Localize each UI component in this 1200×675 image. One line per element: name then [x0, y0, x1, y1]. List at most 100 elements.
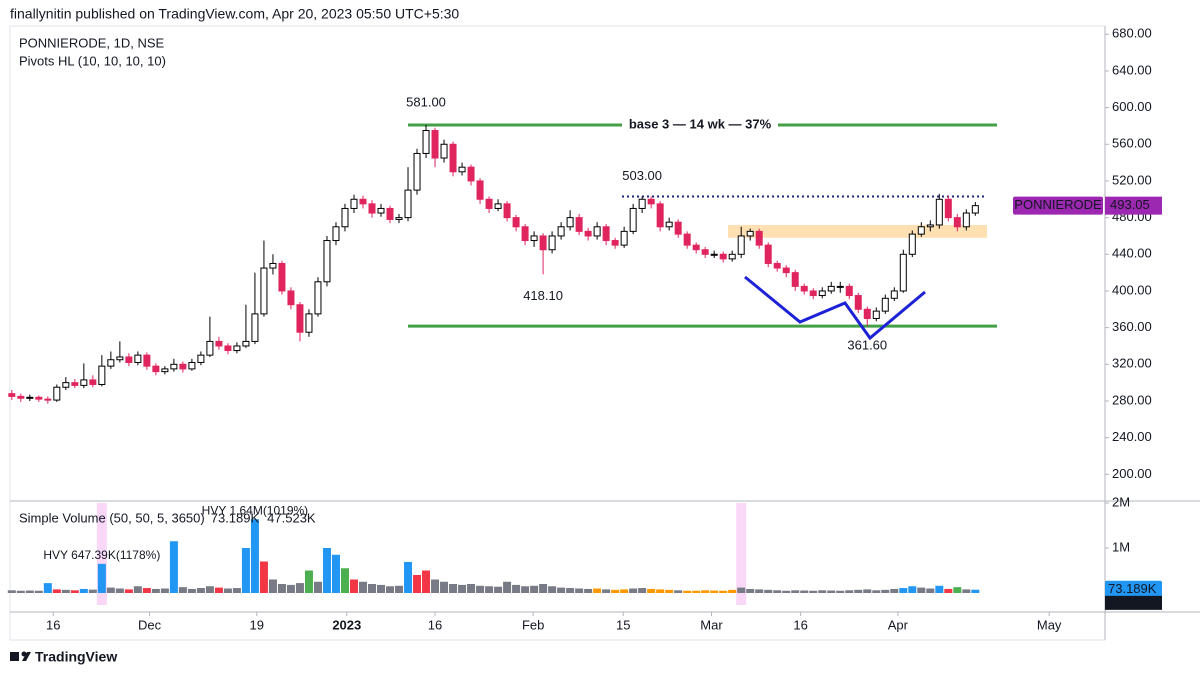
volume-bar — [449, 584, 458, 593]
volume-bar — [908, 586, 917, 593]
volume-bar — [881, 589, 890, 593]
volume-bar — [611, 589, 620, 593]
candle-body — [899, 253, 907, 292]
volume-bar — [16, 590, 25, 593]
volume-bar — [358, 581, 367, 593]
hvy-highlight — [96, 503, 107, 605]
hvy-highlight — [736, 503, 747, 605]
volume-bar — [863, 589, 872, 593]
volume-bar — [322, 548, 331, 593]
base-label-bg — [622, 116, 778, 135]
volume-bar — [764, 589, 773, 593]
volume-bar — [331, 554, 340, 593]
volume-bar — [557, 587, 566, 593]
volume-bar — [602, 589, 611, 593]
volume-bar — [404, 561, 413, 593]
volume-bar — [773, 590, 782, 593]
volume-bar — [944, 588, 953, 593]
candle-body — [620, 230, 628, 246]
candle-body — [584, 230, 592, 237]
volume-bar — [791, 590, 800, 593]
candle-body — [440, 143, 448, 159]
candle-body — [485, 198, 493, 209]
volume-bar — [88, 589, 97, 593]
volume-bar — [755, 589, 764, 593]
hvy-label: HVY 647.39K(1178%) — [43, 548, 160, 562]
pivot-label: 503.00 — [622, 168, 662, 183]
candle-body — [170, 363, 178, 370]
volume-bar — [953, 587, 962, 593]
candle-body — [251, 313, 259, 342]
base-label: base 3 — 14 wk — 37% — [629, 116, 772, 131]
candle-body — [746, 230, 754, 237]
candle-body — [80, 379, 88, 386]
candle-body — [809, 290, 817, 297]
candle-body — [494, 203, 502, 209]
y-tick-label: 600.00 — [1112, 99, 1152, 114]
volume-bar — [187, 588, 196, 593]
candle-body — [350, 198, 358, 209]
volume-bar — [169, 541, 178, 593]
candle-body — [206, 340, 214, 356]
volume-bar — [899, 588, 908, 593]
candle-body — [908, 233, 916, 255]
candle-body — [530, 235, 538, 242]
volume-bar — [530, 585, 539, 593]
volume-bar — [935, 585, 944, 593]
candle-body — [881, 297, 889, 312]
plot: 680.00640.00600.00560.00520.00480.00440.… — [7, 26, 1162, 632]
volume-bar — [656, 589, 665, 593]
y-tick-label: 280.00 — [1112, 392, 1152, 407]
candle-body — [197, 354, 205, 363]
candle-body — [161, 368, 169, 373]
x-tick-label: 16 — [46, 617, 60, 632]
footer-brand: TradingView — [35, 649, 117, 665]
x-tick-label: 2023 — [332, 617, 361, 632]
volume-bar — [584, 588, 593, 593]
volume-bar — [34, 590, 43, 593]
candle-body — [683, 233, 691, 246]
candle-body — [566, 217, 574, 228]
candle-body — [719, 253, 727, 260]
candle-body — [755, 230, 763, 246]
candle-body — [377, 207, 385, 214]
candle-body — [773, 262, 781, 269]
v-tick-label: 2M — [1112, 494, 1130, 509]
volume-bar — [232, 588, 241, 593]
volume-bar — [7, 590, 16, 593]
candle-body — [467, 166, 475, 182]
candle-body — [593, 226, 601, 237]
volume-bar — [304, 570, 313, 593]
logo-mark — [10, 652, 19, 661]
candle-body — [647, 198, 655, 205]
tradingview-logo: TradingView — [10, 649, 117, 665]
volume-bar — [539, 584, 548, 593]
y-tick-label: 240.00 — [1112, 429, 1152, 444]
volume-bar — [79, 588, 88, 593]
w-pattern-drawing — [744, 275, 926, 341]
candle-body — [863, 308, 871, 319]
volume-bar — [151, 588, 160, 593]
candle-body — [656, 203, 664, 228]
volume-bar — [223, 588, 232, 593]
candle-body — [341, 207, 349, 228]
x-tick-label: 16 — [428, 617, 442, 632]
x-tick-label: 19 — [250, 617, 264, 632]
candle-body — [71, 382, 79, 386]
volume-bar — [521, 586, 530, 593]
volume-bar — [854, 589, 863, 593]
volume-average: 47.523K — [267, 510, 316, 525]
volume-bar — [160, 588, 169, 593]
y-tick-label: 640.00 — [1112, 62, 1152, 77]
candle-body — [242, 340, 250, 347]
volume-bar — [70, 590, 79, 593]
volume-bar — [133, 586, 142, 593]
volume-bar — [214, 587, 223, 593]
candle-body — [818, 290, 826, 297]
candle-body — [395, 217, 403, 220]
average-tag-bg — [1105, 595, 1162, 610]
volume-bar — [367, 584, 376, 593]
candle-body — [287, 290, 295, 306]
volume-bar — [250, 519, 259, 593]
x-tick-label: 16 — [793, 617, 807, 632]
